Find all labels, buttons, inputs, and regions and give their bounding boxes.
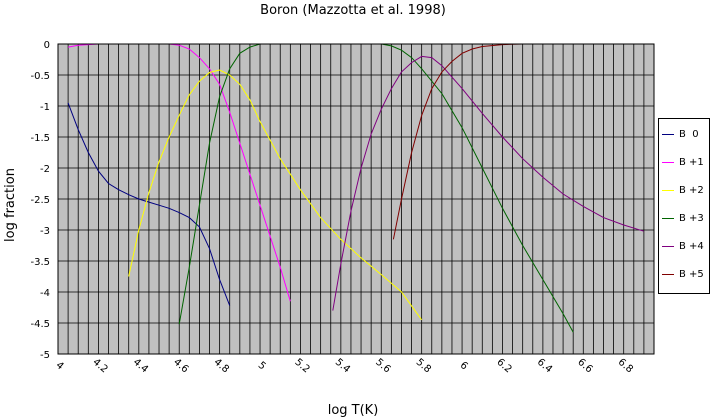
x-tick-label: 6.4 xyxy=(535,357,554,376)
legend-item: B +4 xyxy=(662,239,704,253)
chart-title: Boron (Mazzotta et al. 1998) xyxy=(260,3,446,18)
legend-label: B +1 xyxy=(679,156,704,168)
y-tick-label: 0 xyxy=(44,40,50,51)
legend-label: B +5 xyxy=(679,268,704,280)
x-tick-label: 6.6 xyxy=(575,357,594,376)
plot-border xyxy=(57,43,655,355)
grid-lines xyxy=(57,43,655,355)
legend-label: B +4 xyxy=(679,240,704,252)
y-tick-label: -3.5 xyxy=(30,257,50,268)
legend-swatch xyxy=(662,245,674,247)
x-tick-label: 4.2 xyxy=(90,357,109,376)
x-tick-label: 6.8 xyxy=(616,357,635,376)
legend-label: B +3 xyxy=(679,212,704,224)
series-line-2 xyxy=(128,69,423,321)
x-axis-label: log T(K) xyxy=(328,403,379,418)
y-tick-label: -1.5 xyxy=(30,133,50,144)
legend-label: B +2 xyxy=(679,184,704,196)
x-tick-label: 4.8 xyxy=(212,357,231,376)
y-tick-label: -1 xyxy=(40,102,50,113)
x-tick-label: 5.8 xyxy=(414,357,433,376)
y-tick-label: -4.5 xyxy=(30,319,50,330)
legend-item: B +5 xyxy=(662,267,704,281)
series-line-4 xyxy=(332,55,645,311)
x-tick-label: 4.4 xyxy=(131,357,150,376)
y-tick-label: -4 xyxy=(40,288,50,299)
y-tick-label: -5 xyxy=(40,350,50,361)
y-tick-label: -2.5 xyxy=(30,195,50,206)
y-tick-label: -3 xyxy=(40,226,50,237)
y-tick-label: -0.5 xyxy=(30,71,50,82)
legend-label: B 0 xyxy=(679,128,699,140)
legend-swatch xyxy=(662,217,674,219)
y-tick-label: -2 xyxy=(40,164,50,175)
x-tick-label: 4.6 xyxy=(171,357,190,376)
y-axis-label: log fraction xyxy=(3,168,18,242)
legend-swatch xyxy=(662,189,674,191)
legend-item: B +2 xyxy=(662,183,704,197)
legend-item: B 0 xyxy=(662,127,699,141)
legend-swatch xyxy=(662,161,674,163)
x-tick-label: 5.4 xyxy=(333,357,352,376)
x-tick-label: 5.6 xyxy=(373,357,392,376)
legend-swatch xyxy=(662,133,674,135)
legend-item: B +1 xyxy=(662,155,704,169)
x-tick-label: 5.2 xyxy=(292,357,311,376)
x-tick-label: 6 xyxy=(458,360,470,373)
legend-swatch xyxy=(662,273,674,275)
axes xyxy=(57,43,655,355)
x-tick-label: 6.2 xyxy=(494,357,513,376)
legend-item: B +3 xyxy=(662,211,704,225)
x-tick-label: 5 xyxy=(256,360,268,373)
legend: B 0 B +1 B +2 B +3 B +4 B +5 xyxy=(658,118,710,294)
x-tick-label: 4 xyxy=(54,360,66,373)
series-line-0 xyxy=(67,102,231,306)
